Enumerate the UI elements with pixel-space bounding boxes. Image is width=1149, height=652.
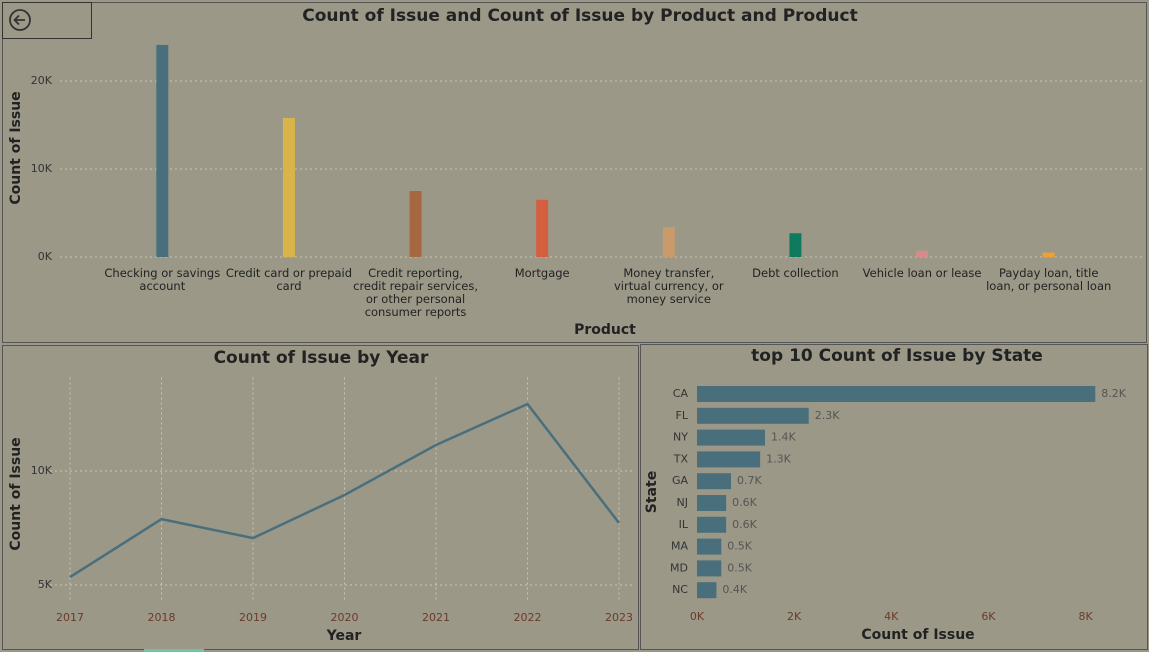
data-label: 0.6K <box>732 518 757 531</box>
panel-border <box>2 2 1147 343</box>
y-tick-label: FL <box>676 409 689 422</box>
y-tick-label: TX <box>673 452 689 465</box>
x-tick-label-box: Vehicle loan or lease <box>862 267 982 280</box>
x-tick-label: Money transfer, virtual currency, or mon… <box>614 267 724 306</box>
x-tick-label: 2019 <box>239 611 267 624</box>
data-label: 0.5K <box>727 540 752 553</box>
data-label: 1.3K <box>766 452 791 465</box>
x-axis-title: Year <box>326 628 362 644</box>
x-tick-label: 8K <box>1078 610 1093 623</box>
x-tick-label: Credit reporting, credit repair services… <box>353 267 478 319</box>
bar <box>536 199 549 257</box>
y-axis-title: Count of Issue <box>8 437 24 550</box>
x-tick-label: 2021 <box>422 611 450 624</box>
panel-border <box>640 344 1148 650</box>
y-tick-label: 10K <box>31 162 53 175</box>
bar <box>697 495 727 511</box>
data-label: 2.3K <box>815 409 840 422</box>
y-axis-title: Count of Issue <box>8 91 24 204</box>
bar <box>697 386 1096 402</box>
x-tick-label-box: Mortgage <box>514 267 570 280</box>
x-tick-label-box: Credit reporting, credit repair services… <box>353 267 478 319</box>
chart-title: Count of Issue by Year <box>214 348 429 368</box>
bar <box>916 250 929 257</box>
data-label: 0.5K <box>727 561 752 574</box>
line <box>69 402 620 579</box>
x-tick-label: 4K <box>884 610 899 623</box>
y-tick-label: 5K <box>38 578 53 591</box>
page-indicator <box>144 649 204 652</box>
y-tick-label: NJ <box>677 496 688 509</box>
x-tick-label: 2020 <box>331 611 359 624</box>
y-tick-label: GA <box>672 474 689 487</box>
bar <box>697 473 731 490</box>
data-label: 0.6K <box>732 496 757 509</box>
y-tick-label: NC <box>672 583 688 596</box>
data-label: 0.4K <box>722 583 747 596</box>
bar <box>662 227 675 257</box>
x-tick-label-box: Credit card or prepaid card <box>225 267 353 293</box>
bar <box>789 233 802 257</box>
x-tick-label: Payday loan, title loan, or personal loa… <box>986 267 1112 293</box>
panel-border <box>2 345 639 650</box>
bar <box>1042 252 1055 257</box>
y-tick-label: IL <box>679 518 689 531</box>
y-tick-label: MA <box>671 540 688 553</box>
data-label: 8.2K <box>1101 387 1126 400</box>
bar <box>282 117 295 258</box>
x-tick-label: Vehicle loan or lease <box>862 267 982 280</box>
y-tick-label: 20K <box>31 74 53 87</box>
bar <box>697 451 761 468</box>
x-tick-label: 2018 <box>148 611 176 624</box>
bar <box>156 44 169 257</box>
chart-title: Count of Issue and Count of Issue by Pro… <box>302 6 857 26</box>
back-button[interactable] <box>2 2 92 39</box>
x-tick-label: Checking or savings account <box>104 267 221 293</box>
x-tick-label: 2022 <box>514 611 542 624</box>
x-tick-label-box: Payday loan, title loan, or personal loa… <box>986 267 1112 293</box>
y-axis-title: State <box>644 471 660 513</box>
y-tick-label: MD <box>670 561 688 574</box>
data-label: 0.7K <box>737 474 762 487</box>
data-label: 1.4K <box>771 431 796 444</box>
y-tick-label: 10K <box>31 464 53 477</box>
x-axis-title: Count of Issue <box>861 627 974 643</box>
bar <box>697 429 765 446</box>
bar <box>697 407 809 424</box>
x-tick-label: Mortgage <box>514 267 570 280</box>
bar <box>697 516 727 533</box>
x-tick-label-box: Debt collection <box>752 267 839 280</box>
x-axis-title: Product <box>574 322 636 338</box>
back-icon[interactable] <box>9 9 31 31</box>
y-tick-label: CA <box>673 387 689 400</box>
x-tick-label: Credit card or prepaid card <box>225 267 353 293</box>
chart-title: top 10 Count of Issue by State <box>751 346 1043 366</box>
bar <box>697 560 722 577</box>
x-tick-label: 2023 <box>605 611 633 624</box>
bar <box>697 538 722 555</box>
x-tick-label-box: Money transfer, virtual currency, or mon… <box>614 267 724 306</box>
x-tick-label: Debt collection <box>752 267 839 280</box>
bar <box>697 582 717 599</box>
x-tick-label: 2017 <box>56 611 84 624</box>
x-tick-label: 6K <box>981 610 996 623</box>
bar <box>409 191 422 257</box>
y-tick-label: NY <box>673 431 688 444</box>
x-tick-label: 2K <box>787 610 802 623</box>
y-tick-label: 0K <box>38 250 53 263</box>
x-tick-label: 0K <box>690 610 705 623</box>
x-tick-label-box: Checking or savings account <box>104 267 221 293</box>
